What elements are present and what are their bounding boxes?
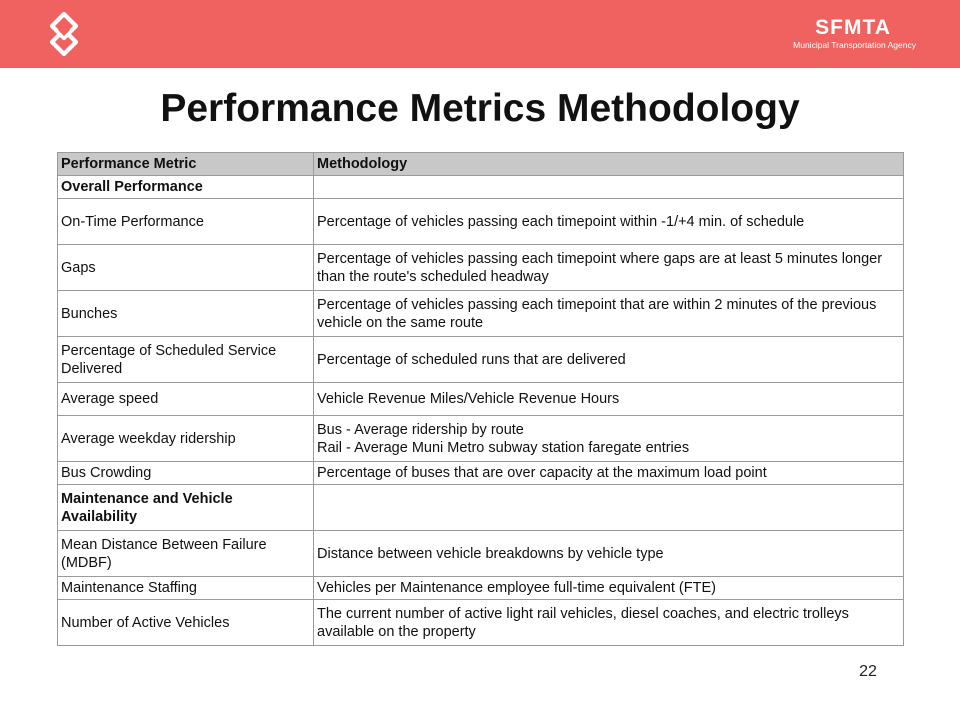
methodology-cell: Bus - Average ridership by route Rail - … xyxy=(313,415,904,462)
table-header-row: Performance Metric Methodology xyxy=(57,152,904,176)
metric-cell: Maintenance Staffing xyxy=(57,576,314,600)
slide-title: Performance Metrics Methodology xyxy=(160,87,800,130)
sfmta-worm-logo-icon xyxy=(49,11,79,57)
methodology-cell xyxy=(313,175,904,199)
brand-subtitle: Municipal Transportation Agency xyxy=(793,40,916,50)
table-row: Average speed Vehicle Revenue Miles/Vehi… xyxy=(57,382,904,416)
methodology-cell: Percentage of buses that are over capaci… xyxy=(313,461,904,485)
page-number: 22 xyxy=(859,663,877,680)
methodology-cell xyxy=(313,484,904,531)
metric-cell: Number of Active Vehicles xyxy=(57,599,314,646)
table-row: On-Time Performance Percentage of vehicl… xyxy=(57,198,904,245)
metric-cell: On-Time Performance xyxy=(57,198,314,245)
brand-name: SFMTA xyxy=(815,16,891,39)
metric-cell: Average weekday ridership xyxy=(57,415,314,462)
methodology-cell: Distance between vehicle breakdowns by v… xyxy=(313,530,904,577)
table-row: Maintenance Staffing Vehicles per Mainte… xyxy=(57,576,904,600)
brand-block: SFMTA Municipal Transportation Agency xyxy=(791,17,916,51)
metric-cell: Gaps xyxy=(57,244,314,291)
metric-cell: Percentage of Scheduled Service Delivere… xyxy=(57,336,314,383)
table-row: Bunches Percentage of vehicles passing e… xyxy=(57,290,904,337)
methodology-line: Bus - Average ridership by route xyxy=(317,421,524,438)
metric-cell: Average speed xyxy=(57,382,314,416)
table-row: Overall Performance xyxy=(57,175,904,199)
header-metric: Performance Metric xyxy=(57,152,314,176)
table-row: Bus Crowding Percentage of buses that ar… xyxy=(57,461,904,485)
methodology-cell: Vehicles per Maintenance employee full-t… xyxy=(313,576,904,600)
table-row: Gaps Percentage of vehicles passing each… xyxy=(57,244,904,291)
methodology-line: Rail - Average Muni Metro subway station… xyxy=(317,439,690,456)
header-methodology: Methodology xyxy=(313,152,904,176)
table-row: Average weekday ridership Bus - Average … xyxy=(57,415,904,462)
methodology-cell: Percentage of vehicles passing each time… xyxy=(313,244,904,291)
metric-cell: Bus Crowding xyxy=(57,461,314,485)
header-banner: SFMTA Municipal Transportation Agency xyxy=(0,0,960,68)
methodology-cell: Percentage of scheduled runs that are de… xyxy=(313,336,904,383)
table-row: Maintenance and Vehicle Availability xyxy=(57,484,904,531)
metric-cell: Overall Performance xyxy=(57,175,314,199)
methodology-cell: Vehicle Revenue Miles/Vehicle Revenue Ho… xyxy=(313,382,904,416)
methodology-cell: The current number of active light rail … xyxy=(313,599,904,646)
table-row: Mean Distance Between Failure (MDBF) Dis… xyxy=(57,530,904,577)
metric-cell: Bunches xyxy=(57,290,314,337)
table-row: Number of Active Vehicles The current nu… xyxy=(57,599,904,646)
metric-cell: Maintenance and Vehicle Availability xyxy=(57,484,314,531)
metric-cell: Mean Distance Between Failure (MDBF) xyxy=(57,530,314,577)
methodology-cell: Percentage of vehicles passing each time… xyxy=(313,198,904,245)
table-row: Percentage of Scheduled Service Delivere… xyxy=(57,336,904,383)
methodology-cell: Percentage of vehicles passing each time… xyxy=(313,290,904,337)
methodology-table: Performance Metric Methodology Overall P… xyxy=(57,152,904,646)
